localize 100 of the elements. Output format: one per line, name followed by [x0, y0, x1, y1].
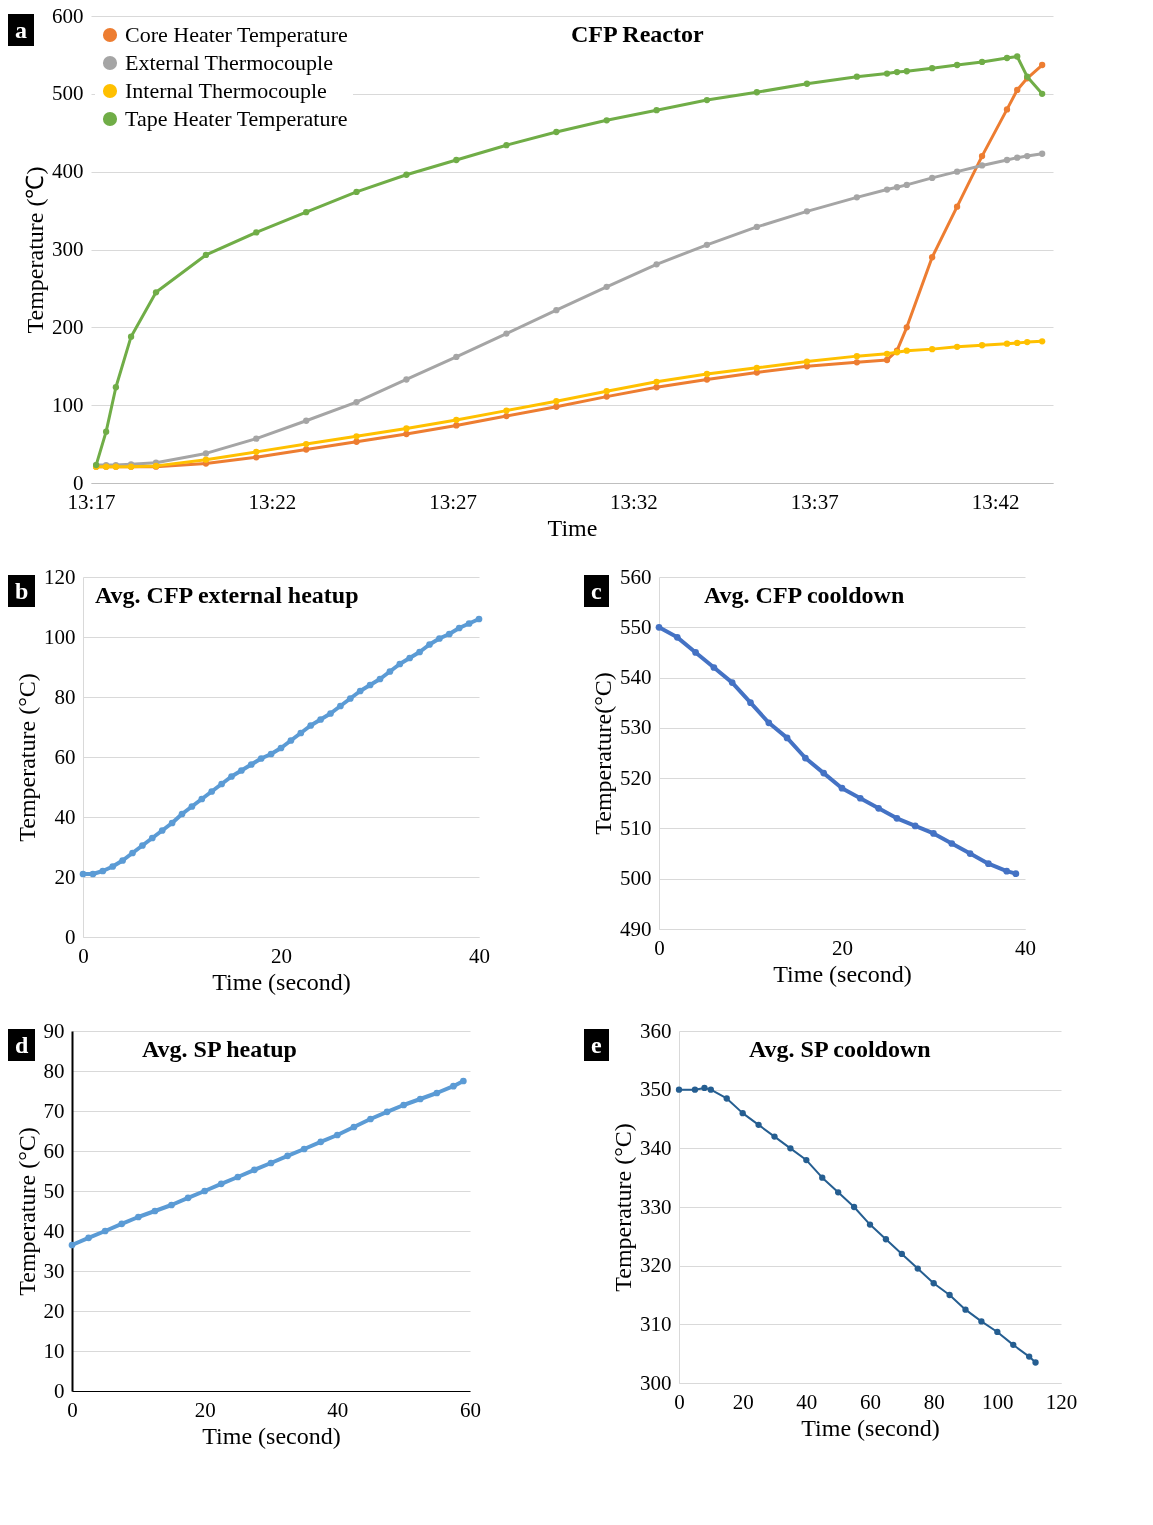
x-tick-label: 20 — [271, 943, 292, 968]
point — [253, 454, 260, 461]
point — [158, 827, 166, 834]
point — [129, 849, 136, 857]
point — [386, 668, 394, 675]
point — [350, 1123, 358, 1131]
point — [99, 867, 107, 875]
y-axis-title: Temperature (°C) — [610, 1123, 636, 1292]
point — [234, 1173, 242, 1181]
point — [433, 1089, 441, 1097]
point — [710, 664, 718, 671]
point — [400, 1101, 408, 1109]
point — [1012, 870, 1020, 878]
point — [178, 810, 186, 818]
point — [883, 70, 891, 77]
point — [928, 174, 936, 182]
point — [893, 68, 901, 76]
y-tick-label: 80 — [54, 684, 76, 709]
x-tick-label: 100 — [982, 1389, 1014, 1414]
y-tick-label: 500 — [620, 866, 652, 891]
point — [898, 1250, 905, 1258]
point — [148, 834, 156, 842]
point — [445, 630, 453, 638]
y-tick-label: 310 — [640, 1311, 672, 1336]
point — [503, 142, 510, 149]
point — [850, 1203, 858, 1211]
y-tick-label: 20 — [43, 1298, 65, 1323]
y-tick-label: 490 — [620, 916, 652, 941]
point — [803, 208, 811, 215]
point — [893, 815, 901, 822]
point — [460, 1077, 467, 1085]
point — [928, 345, 936, 353]
chart-title: CFP Reactor — [571, 21, 704, 47]
point — [853, 73, 861, 80]
point — [403, 171, 410, 178]
point — [403, 425, 410, 432]
text: c — [584, 575, 609, 607]
point — [553, 128, 560, 136]
point — [803, 358, 811, 365]
y-tick-label: 10 — [43, 1338, 65, 1363]
point — [1024, 152, 1031, 160]
point — [453, 416, 460, 424]
y-tick-label: 300 — [52, 237, 84, 261]
point — [139, 842, 146, 849]
x-axis-title: Time — [547, 514, 598, 541]
point — [376, 675, 384, 683]
point — [739, 1109, 746, 1117]
point — [201, 1187, 209, 1195]
point — [978, 1318, 985, 1325]
point — [653, 261, 660, 268]
point — [453, 422, 460, 429]
x-tick-label: 60 — [860, 1389, 881, 1414]
x-tick-label: 20 — [732, 1389, 754, 1414]
y-tick-label: 520 — [620, 765, 652, 790]
point — [553, 403, 560, 410]
y-tick-label: 320 — [640, 1253, 672, 1278]
point — [228, 773, 235, 780]
legend-label: Tape Heater Temperature — [125, 106, 348, 131]
point — [883, 186, 891, 193]
text: a — [8, 14, 34, 46]
point — [953, 61, 961, 69]
point — [333, 1131, 341, 1139]
point — [367, 1115, 374, 1123]
point — [68, 1241, 76, 1249]
point — [883, 350, 891, 357]
point — [168, 819, 176, 827]
point — [853, 194, 861, 201]
y-tick-label: 60 — [54, 744, 76, 769]
point — [911, 822, 919, 830]
point — [1014, 154, 1021, 161]
x-tick-label: 120 — [1045, 1389, 1078, 1414]
point — [403, 430, 410, 438]
point — [303, 440, 310, 448]
point — [653, 378, 660, 385]
point — [673, 634, 681, 641]
x-tick-label: 20 — [832, 935, 853, 960]
text: e — [584, 1029, 609, 1061]
point — [928, 254, 936, 261]
point — [503, 330, 510, 337]
y-tick-label: 40 — [54, 804, 76, 829]
x-tick-label: 40 — [1015, 935, 1036, 960]
point — [728, 679, 736, 686]
point — [803, 80, 811, 87]
point — [1032, 1359, 1039, 1366]
point — [802, 754, 809, 762]
point — [903, 324, 910, 331]
point — [127, 333, 135, 340]
point — [653, 384, 660, 391]
point — [994, 1328, 1001, 1336]
point — [251, 1166, 258, 1174]
point — [930, 1280, 937, 1287]
point — [978, 58, 986, 66]
point — [953, 168, 961, 175]
y-tick-label: 40 — [43, 1218, 65, 1243]
x-axis-title: Time (second) — [801, 1414, 940, 1441]
point — [353, 438, 360, 445]
point — [202, 251, 210, 259]
point — [403, 376, 410, 383]
chart-title: Avg. CFP external heatup — [95, 582, 359, 608]
point — [1014, 53, 1021, 60]
